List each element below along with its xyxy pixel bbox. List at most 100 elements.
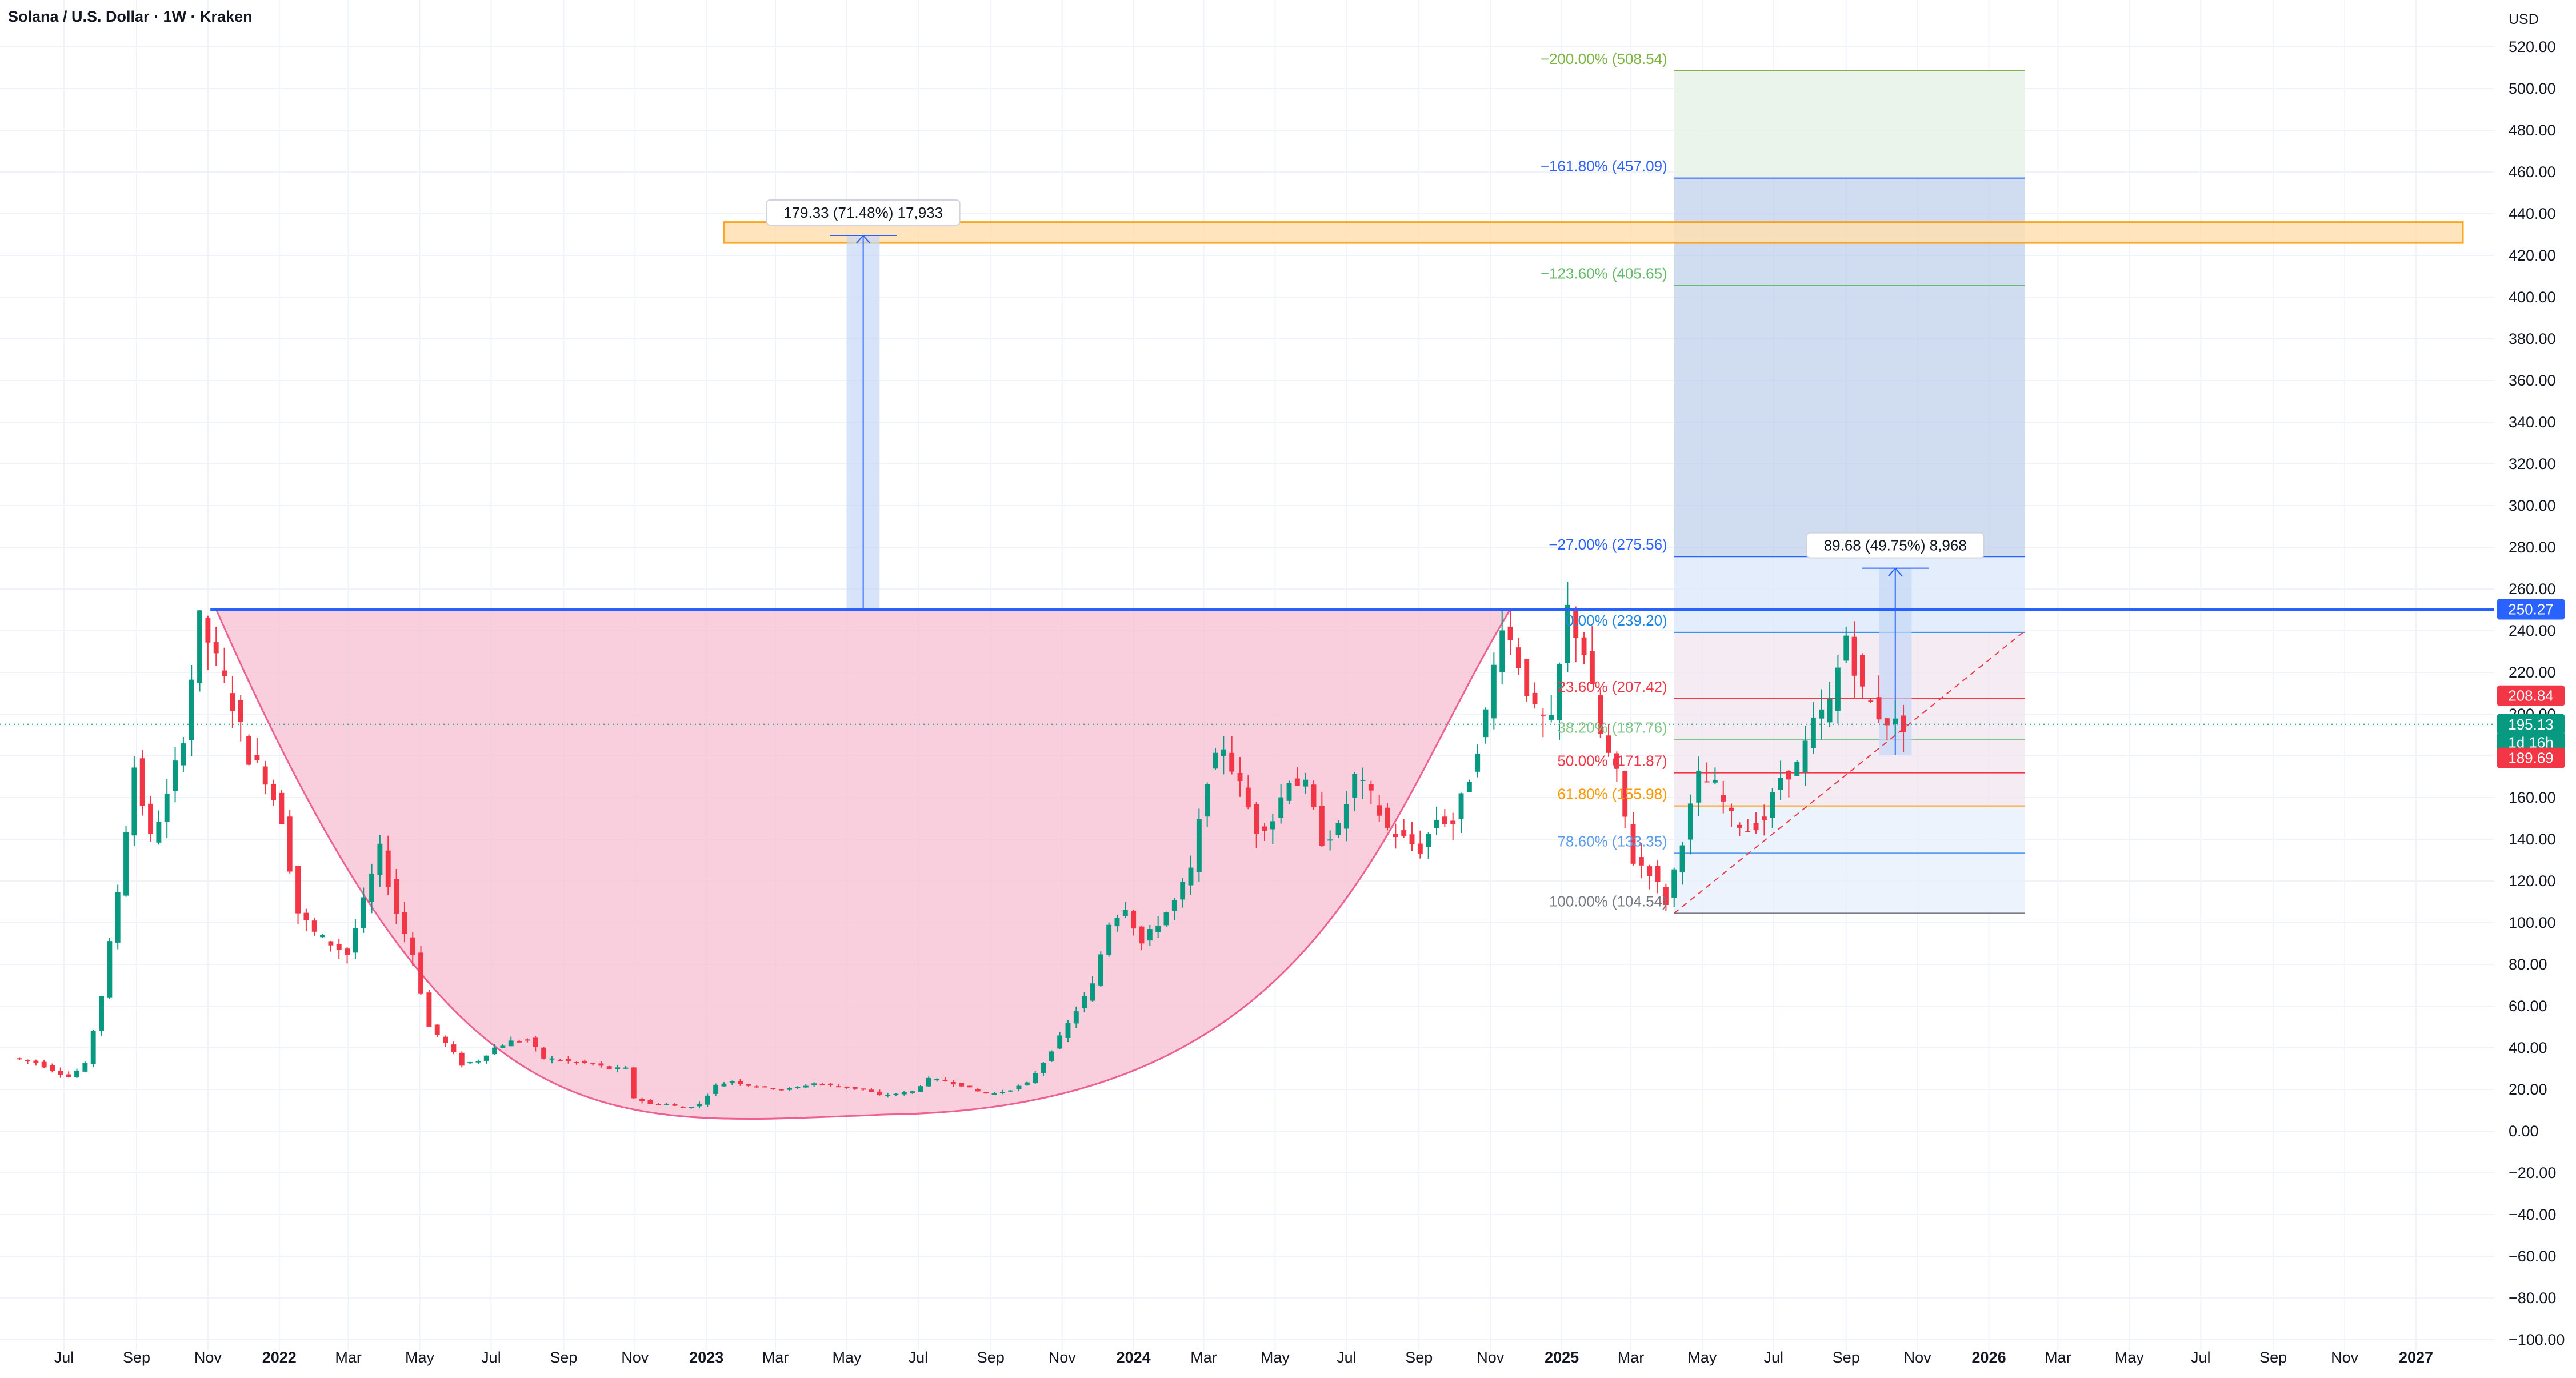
symbol-title[interactable]: Solana / U.S. Dollar · 1W · Kraken <box>8 8 253 25</box>
candle-body <box>1524 659 1530 696</box>
candle-body <box>1188 867 1194 886</box>
candle-body <box>1417 843 1423 854</box>
candle-body <box>238 700 243 723</box>
candle-body <box>1901 715 1906 732</box>
fib-level-label: 50.00% (171.87) <box>1557 752 1667 770</box>
target-zone-rect <box>723 221 2464 244</box>
candle-body <box>33 1060 39 1063</box>
candle-body <box>811 1083 817 1085</box>
candle-body <box>729 1081 735 1083</box>
time-tick-label: Sep <box>2259 1349 2287 1366</box>
candle-body <box>139 758 145 806</box>
candle-body <box>1254 804 1259 834</box>
price-tick-label: 320.00 <box>2509 455 2556 472</box>
candle-body <box>991 1093 997 1095</box>
candle-body <box>787 1088 793 1090</box>
candle-body <box>1770 792 1775 818</box>
candle-body <box>90 1030 96 1064</box>
candle-body <box>861 1088 866 1090</box>
candle-body <box>148 803 153 834</box>
price-tick-label: −40.00 <box>2509 1206 2556 1223</box>
time-tick-label: 2023 <box>689 1349 723 1366</box>
candle-body <box>1237 772 1243 782</box>
candle-body <box>959 1083 965 1087</box>
candle-body <box>369 873 375 902</box>
price-tick-label: 220.00 <box>2509 664 2556 681</box>
price-badge <box>2497 599 2565 620</box>
candle-body <box>189 679 194 740</box>
price-tick-label: −20.00 <box>2509 1164 2556 1181</box>
candle-body <box>230 693 235 711</box>
candle-body <box>1163 912 1169 926</box>
measured-moves[interactable]: 179.33 (71.48%) 17,933 89.68 (49.75%) 8,9… <box>766 199 1985 756</box>
candle-body <box>1638 857 1644 866</box>
candle-body <box>1565 604 1570 663</box>
time-axis[interactable]: Jul Sep Nov 2022 Mar May Jul Sep Nov 2023 Mar May Ju… <box>54 1349 2433 1366</box>
candle-body <box>1737 824 1742 828</box>
measure-label-box <box>1806 532 1985 559</box>
candle-body <box>1827 699 1833 723</box>
time-tick-label: Mar <box>1618 1349 1645 1366</box>
candle-body <box>893 1093 899 1095</box>
price-tick-label: 480.00 <box>2509 122 2556 139</box>
candle-body <box>983 1092 989 1093</box>
candle-body <box>836 1086 842 1088</box>
target-zone[interactable] <box>723 221 2464 244</box>
time-tick-label: Mar <box>335 1349 362 1366</box>
candle-body <box>639 1099 645 1101</box>
candle-body <box>1859 655 1865 687</box>
candle-body <box>1033 1073 1038 1083</box>
candle-body <box>705 1095 710 1105</box>
price-badge-text: 189.69 <box>2508 750 2554 767</box>
fib-zone <box>1674 632 2026 806</box>
candle-body <box>574 1062 579 1064</box>
candle-body <box>1114 918 1120 927</box>
fib-extension-box[interactable] <box>1674 70 2026 914</box>
candle-body <box>320 935 325 938</box>
cup-pattern[interactable] <box>214 608 1512 1120</box>
candle-body <box>590 1063 596 1065</box>
candle-body <box>328 941 334 946</box>
time-tick-label: Sep <box>550 1349 577 1366</box>
overlay-lines[interactable] <box>0 608 2494 914</box>
candle-body <box>950 1081 956 1085</box>
candle-body <box>1294 778 1300 786</box>
candle-body <box>99 996 104 1031</box>
price-tick-label: 0.00 <box>2509 1123 2539 1140</box>
price-tick-label: 100.00 <box>2509 914 2556 931</box>
fib-zone <box>1674 806 2026 914</box>
candle-body <box>1041 1063 1046 1073</box>
candle-body <box>1458 793 1464 819</box>
price-badge <box>2497 714 2565 735</box>
candle-body <box>770 1088 776 1089</box>
price-badge <box>2497 732 2565 753</box>
time-tick-label: Mar <box>2045 1349 2071 1366</box>
candle-body <box>1409 834 1415 845</box>
candle-body <box>1343 804 1349 829</box>
candle-body <box>41 1061 47 1068</box>
candle-body <box>1704 781 1710 783</box>
fib-level-label: −123.60% (405.65) <box>1541 265 1667 282</box>
candle-body <box>713 1084 719 1094</box>
candle-body <box>942 1080 948 1081</box>
price-tick-label: 60.00 <box>2509 998 2547 1015</box>
candle-body <box>1712 780 1718 783</box>
candle-body <box>655 1104 661 1105</box>
price-tick-label: 20.00 <box>2509 1081 2547 1098</box>
candle-body <box>1327 839 1333 841</box>
candle-body <box>1106 924 1112 955</box>
time-tick-label: Mar <box>762 1349 789 1366</box>
candle-body <box>173 760 178 791</box>
candle-body <box>566 1059 571 1061</box>
candle-body <box>25 1060 30 1061</box>
candle-body <box>1360 779 1366 781</box>
candle-body <box>738 1080 743 1084</box>
candle-body <box>1647 866 1653 876</box>
candle-body <box>181 743 186 766</box>
candle-body <box>271 784 276 800</box>
candle-body <box>754 1086 759 1088</box>
price-tick-label: 460.00 <box>2509 163 2556 181</box>
currency-label[interactable]: USD <box>2509 11 2539 27</box>
